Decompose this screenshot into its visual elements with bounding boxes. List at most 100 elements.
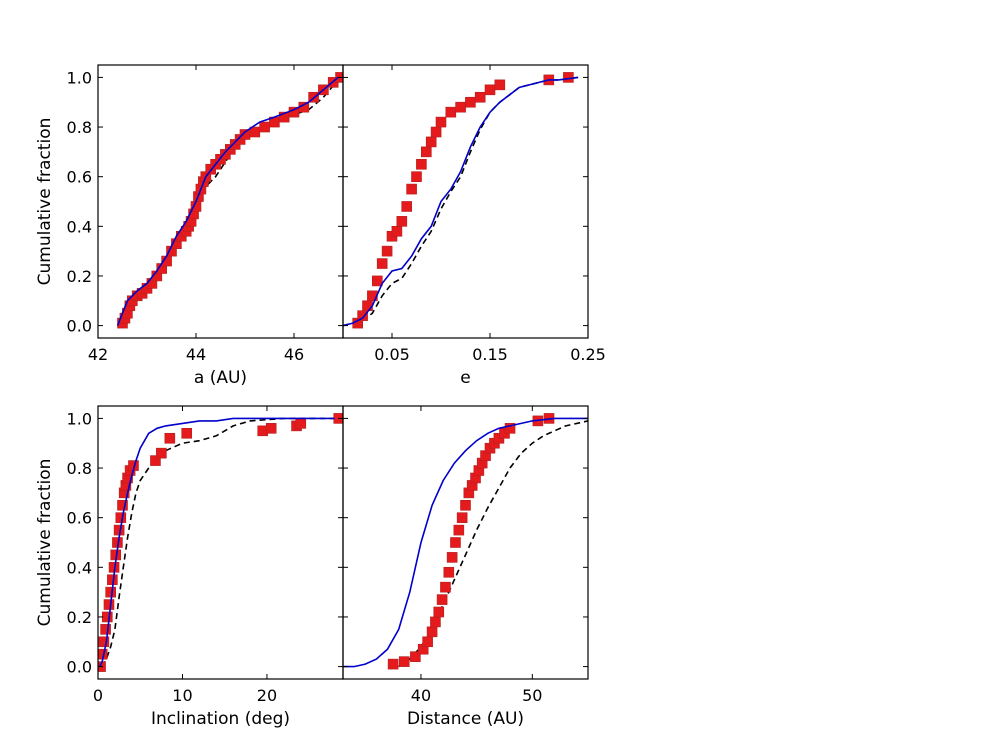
series-observed-markers [117,72,343,329]
data-point [474,91,486,103]
data-point [181,427,193,439]
data-point [411,171,422,182]
data-point [265,423,277,434]
data-point [445,106,457,118]
data-point [164,432,176,444]
y-tick-label: 0.0 [67,317,92,336]
y-tick-label: 0.2 [67,608,92,627]
data-point [103,599,115,610]
panel-top-right: 0.05 0.15 0.25 e [342,64,606,388]
data-point [465,96,476,108]
series-line-model-solid [343,76,579,327]
data-point [422,636,433,648]
data-point [371,275,383,287]
data-point [117,499,128,511]
x-tick-label: 10 [172,686,192,705]
x-axis-label: a (AU) [194,368,247,388]
data-point [387,658,399,670]
data-point [443,566,455,578]
x-axis-label: Inclination (deg) [151,709,290,729]
plot-area [343,413,588,670]
series-line-model-solid [116,76,339,326]
x-tick-label: 44 [186,345,206,364]
x-tick-label: 0.05 [374,345,410,364]
data-point [436,594,448,605]
data-point [98,636,110,648]
x-tick-label: 0.25 [570,345,606,364]
data-point [101,611,113,623]
data-point [391,225,403,237]
data-point [430,616,441,628]
series-observed-markers [352,72,574,329]
plot-area [116,72,343,329]
panel-top-left: 42 44 46 0.0 0.2 0.4 0.6 0.8 1.0 a (AU) Cumulative… [35,64,344,388]
y-tick-label: 0.0 [67,658,92,677]
y-tick-label: 0.4 [67,217,92,236]
data-point [259,121,270,133]
data-point [484,84,496,96]
x-tick-label: 42 [88,345,108,364]
y-axis-label: Cumulative fraction [35,459,55,627]
series-line-model-solid [343,417,588,668]
x-axis-label: Distance (AU) [407,709,524,729]
y-tick-label: 1.0 [67,68,92,87]
y-axis-label: Cumulative fraction [35,118,55,286]
data-point [440,581,451,593]
plot-area [98,413,343,672]
y-tick-label: 0.2 [67,267,92,286]
x-tick-label: 46 [284,345,304,364]
data-point [100,624,111,635]
data-point [156,447,167,459]
x-tick-label: 20 [257,686,277,705]
data-point [416,158,427,170]
y-tick-label: 0.8 [67,459,92,478]
axes-frame [97,405,344,680]
data-point [446,552,458,563]
data-point [396,216,408,227]
data-point [295,418,307,429]
data-point [460,499,471,511]
series-line-model-dashed [343,76,579,327]
data-point [105,586,116,598]
x-tick-label: 0 [93,686,103,705]
data-point [435,116,447,128]
panel-bottom-right: 40 50 Distance (AU) [342,405,589,729]
data-point [494,79,506,91]
y-tick-label: 0.6 [67,509,92,528]
y-tick-label: 0.8 [67,118,92,137]
axes-frame [342,64,589,339]
series-observed-markers [387,413,555,670]
axes-frame [342,405,589,680]
x-tick-label: 40 [411,686,431,705]
panel-bottom-left: 0 10 20 0.0 0.2 0.4 0.6 0.8 1.0 Inclination (deg)… [35,405,344,729]
x-axis-label: e [460,368,470,388]
data-point [398,656,410,667]
data-point [150,455,161,466]
plot-area [343,72,579,329]
data-point [406,183,417,195]
y-tick-label: 1.0 [67,409,92,428]
data-point [425,136,437,148]
data-point [430,126,442,138]
data-point [381,245,393,257]
series-line-model-dashed [101,417,335,667]
data-point [453,524,465,536]
data-point [433,606,445,618]
data-point [420,146,432,158]
data-point [455,101,466,113]
y-tick-label: 0.4 [67,558,92,577]
data-point [450,537,461,548]
data-point [401,201,413,212]
data-point [426,626,438,638]
x-tick-label: 0.15 [472,345,508,364]
data-point [376,258,388,269]
data-point [115,512,127,523]
y-tick-label: 0.6 [67,168,92,187]
data-point [410,651,421,662]
series-line-model-solid [98,417,335,667]
data-point [504,423,516,434]
x-tick-label: 50 [522,686,542,705]
series-observed-markers [98,413,343,672]
data-point [456,512,468,523]
